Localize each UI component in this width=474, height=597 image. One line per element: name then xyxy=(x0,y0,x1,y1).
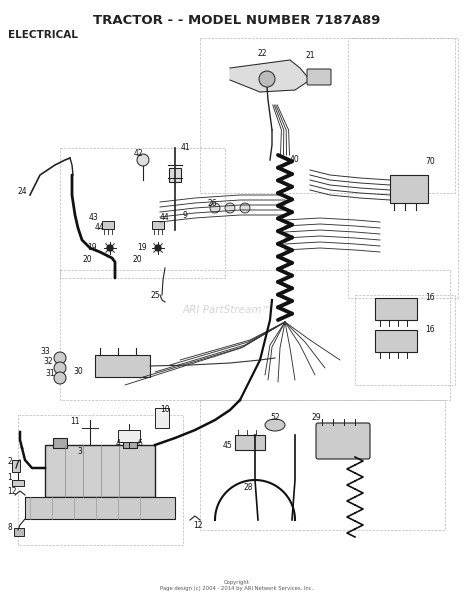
FancyBboxPatch shape xyxy=(316,423,370,459)
Text: 11: 11 xyxy=(70,417,80,426)
Text: 20: 20 xyxy=(132,256,142,264)
Text: 31: 31 xyxy=(45,370,55,378)
Text: 28: 28 xyxy=(243,484,253,493)
Circle shape xyxy=(107,245,113,251)
Bar xyxy=(348,38,458,298)
Bar xyxy=(235,435,265,450)
Text: 12: 12 xyxy=(193,521,203,530)
Circle shape xyxy=(54,372,66,384)
Text: 2: 2 xyxy=(8,457,12,466)
Bar xyxy=(53,438,67,448)
Text: 10: 10 xyxy=(160,405,170,414)
Circle shape xyxy=(155,245,161,251)
Circle shape xyxy=(225,203,235,213)
Text: 44: 44 xyxy=(95,223,105,232)
Bar xyxy=(200,400,445,530)
Bar xyxy=(155,408,169,428)
Bar xyxy=(95,355,150,377)
Bar xyxy=(200,38,455,193)
Text: ELECTRICAL: ELECTRICAL xyxy=(8,30,78,40)
Circle shape xyxy=(54,362,66,374)
Circle shape xyxy=(259,71,275,87)
Text: 29: 29 xyxy=(311,414,321,423)
Bar xyxy=(14,528,24,536)
Text: 21: 21 xyxy=(305,51,315,60)
Bar xyxy=(152,221,164,229)
Text: 42: 42 xyxy=(133,149,143,158)
Text: 22: 22 xyxy=(257,48,267,57)
Text: 8: 8 xyxy=(8,524,12,533)
Text: TRACTOR - - MODEL NUMBER 7187A89: TRACTOR - - MODEL NUMBER 7187A89 xyxy=(93,14,381,27)
Text: 25: 25 xyxy=(150,291,160,300)
Bar xyxy=(375,330,417,352)
Text: 3: 3 xyxy=(78,448,82,457)
Bar xyxy=(45,445,155,497)
Bar xyxy=(123,438,137,448)
Bar xyxy=(355,295,455,385)
Text: 4: 4 xyxy=(116,439,120,448)
Text: 16: 16 xyxy=(425,325,435,334)
Text: 32: 32 xyxy=(43,358,53,367)
FancyBboxPatch shape xyxy=(307,69,331,85)
Text: 20: 20 xyxy=(82,256,92,264)
Text: 70: 70 xyxy=(425,158,435,167)
Circle shape xyxy=(137,154,149,166)
Text: 52: 52 xyxy=(270,414,280,423)
Text: ARI PartStream™: ARI PartStream™ xyxy=(182,306,273,315)
Bar xyxy=(375,298,417,320)
Text: 40: 40 xyxy=(290,155,300,165)
Circle shape xyxy=(210,203,220,213)
Text: 9: 9 xyxy=(182,211,187,220)
Text: 12: 12 xyxy=(7,488,17,497)
Ellipse shape xyxy=(265,419,285,431)
Bar xyxy=(12,460,20,472)
Text: 43: 43 xyxy=(89,214,99,223)
Text: Copyright
Page design (c) 2004 - 2014 by ARI Network Services, Inc.: Copyright Page design (c) 2004 - 2014 by… xyxy=(160,580,314,591)
Bar xyxy=(102,221,114,229)
Bar xyxy=(18,415,183,545)
Bar xyxy=(25,497,175,519)
Text: 44: 44 xyxy=(160,214,170,223)
Bar xyxy=(12,480,24,486)
Text: 16: 16 xyxy=(425,294,435,303)
Bar xyxy=(169,168,181,182)
Bar xyxy=(390,175,428,203)
Bar xyxy=(118,430,140,442)
Text: 24: 24 xyxy=(17,187,27,196)
Bar xyxy=(60,148,225,278)
Text: 1: 1 xyxy=(8,473,12,482)
Text: 33: 33 xyxy=(40,347,50,356)
Text: 45: 45 xyxy=(223,441,233,450)
Text: 26: 26 xyxy=(207,199,217,208)
Circle shape xyxy=(54,352,66,364)
Circle shape xyxy=(240,203,250,213)
Text: 41: 41 xyxy=(180,143,190,152)
Text: 19: 19 xyxy=(87,244,97,253)
Text: 19: 19 xyxy=(137,244,147,253)
Polygon shape xyxy=(230,60,310,92)
Text: 6: 6 xyxy=(137,439,143,448)
Text: 30: 30 xyxy=(73,368,83,377)
Bar xyxy=(60,270,450,400)
